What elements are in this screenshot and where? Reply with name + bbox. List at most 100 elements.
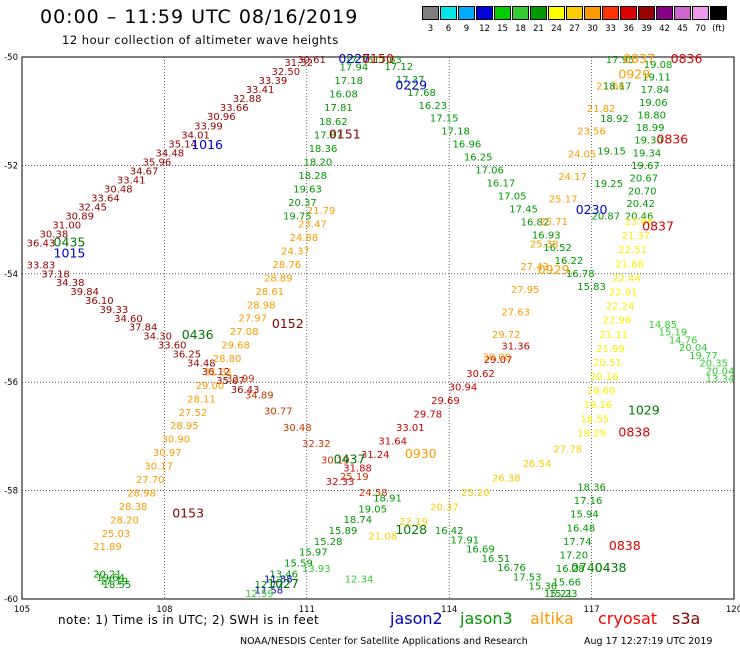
wave-height-value: 25.17 [549,194,578,205]
wave-height-value: 16.96 [453,140,482,151]
wave-height-value: 16.52 [543,243,572,254]
wave-height-value: 13.93 [302,564,331,575]
scale-swatch [530,6,547,20]
wave-height-value: 16.17 [487,178,516,189]
pass-time-label: 0437 [334,452,366,467]
wave-height-value: 39.84 [70,287,99,298]
scale-label: 9 [463,24,470,34]
wave-height-value: 34.38 [56,278,85,289]
wave-height-value: 19.34 [633,148,662,159]
wave-height-value: 15.97 [299,548,328,559]
wave-height-value: 34.48 [187,358,216,369]
pass-time-label: 1016 [191,137,223,152]
wave-height-value: 26.54 [523,459,552,470]
wave-height-value: 16.69 [466,545,495,556]
wave-height-value: 37.18 [41,269,70,280]
wave-height-value: 30.89 [65,212,94,223]
wave-height-value: 27.95 [511,285,540,296]
wave-height-value: 15.66 [552,577,581,588]
wave-height-value: 28.11 [187,394,216,405]
wave-height-value: 17.84 [641,85,670,96]
wave-height-value: 30.48 [104,185,133,196]
scale-swatch [620,6,637,20]
scale-label: 6 [445,24,452,34]
wave-height-value: 27.52 [179,408,208,419]
scale-label: 33 [605,24,616,34]
wave-height-value: 19.60 [587,386,616,397]
wave-height-value: 17.18 [334,76,363,87]
wave-height-value: 19.15 [597,147,626,158]
wave-height-value: 22.91 [609,287,638,298]
wave-height-value: 17.68 [407,88,436,99]
lon-tick-label: 117 [583,605,599,615]
wave-height-value: 27.70 [136,475,165,486]
wave-height-value: 31.00 [52,221,81,232]
wave-height-value: 15.36 [528,582,557,593]
wave-height-value: 30.96 [207,112,236,123]
wave-height-value: 32.45 [78,203,107,214]
scale-label: 27 [569,24,580,34]
scale-swatch [422,6,439,20]
wave-height-value: 25.19 [340,472,369,483]
wave-height-value: 31.64 [378,437,407,448]
wave-height-value: 19.30 [634,136,663,147]
wave-height-value: 28.20 [110,515,139,526]
wave-height-value: 16.25 [464,153,493,164]
pass-time-label: 1015 [54,246,86,261]
wave-height-value: 15.28 [314,537,343,548]
wave-height-value: 13.34 [706,374,735,385]
pass-time-label: 1029 [628,403,660,418]
wave-height-value: 36.43 [231,385,260,396]
wave-height-value: 30.61 [297,55,326,66]
wave-height-value: 21.99 [596,344,625,355]
pass-time-label: 0929 [538,262,570,277]
wave-height-value: 20.42 [626,199,655,210]
wave-height-value: 22.44 [612,273,641,284]
wave-height-value: 28.98 [127,488,156,499]
lon-tick-label: 105 [14,605,30,615]
wave-height-value: 15.89 [329,526,358,537]
wave-height-value: 28.95 [170,421,199,432]
wave-height-value: 22.51 [618,245,647,256]
wave-height-value: 20.16 [590,372,619,383]
credit-line: NOAA/NESDIS Center for Satellite Applica… [240,636,528,647]
wave-height-value: 29.72 [492,330,521,341]
wave-height-value: 16.28 [556,564,585,575]
wave-height-value: 18.80 [637,110,666,121]
wave-height-value: 34.01 [181,130,210,141]
wave-height-value: 25.38 [530,240,559,251]
wave-height-value: 21.79 [307,206,336,217]
scale-label: 42 [659,24,670,34]
wave-height-value: 24.17 [558,172,587,183]
wave-height-value: 11.58 [255,586,284,597]
wave-height-value: 23.56 [577,127,606,138]
wave-height-value: 16.08 [329,90,358,101]
wave-height-value: 34.67 [130,166,159,177]
wave-height-value: 36.10 [85,296,114,307]
wave-height-value: 32.88 [233,94,262,105]
wave-height-value: 20.04 [706,366,735,377]
wave-height-value: 17.74 [563,537,592,548]
wave-height-value: 16.42 [435,526,464,537]
wave-height-value: 16.48 [567,523,596,534]
wave-height-value: 12.59 [245,589,274,600]
wave-height-value: 18.36 [309,144,338,155]
wave-height-value: 33.99 [194,121,223,132]
wave-height-value: 30.38 [40,230,69,241]
wave-height-value: 15.59 [284,558,313,569]
scale-label: 30 [587,24,598,34]
wave-height-value: 32.32 [302,439,331,450]
wave-height-value: 17.37 [396,75,425,86]
scale-label: 24 [551,24,562,34]
wave-height-value: 28.38 [119,502,148,513]
wave-height-value: 27.97 [238,314,267,325]
pass-time-label: 0150 [362,51,394,66]
lat-tick-label: -58 [4,487,18,497]
pass-time-label: 0227 [338,51,370,66]
lon-tick-label: 120 [726,605,740,615]
wave-height-value: 17.45 [509,204,538,215]
wave-height-value: 25.03 [102,529,131,540]
wave-height-value: 29.68 [221,341,250,352]
satellite-legend-jason3: jason3 [460,609,513,628]
pass-time-label: 0438 [595,560,627,575]
